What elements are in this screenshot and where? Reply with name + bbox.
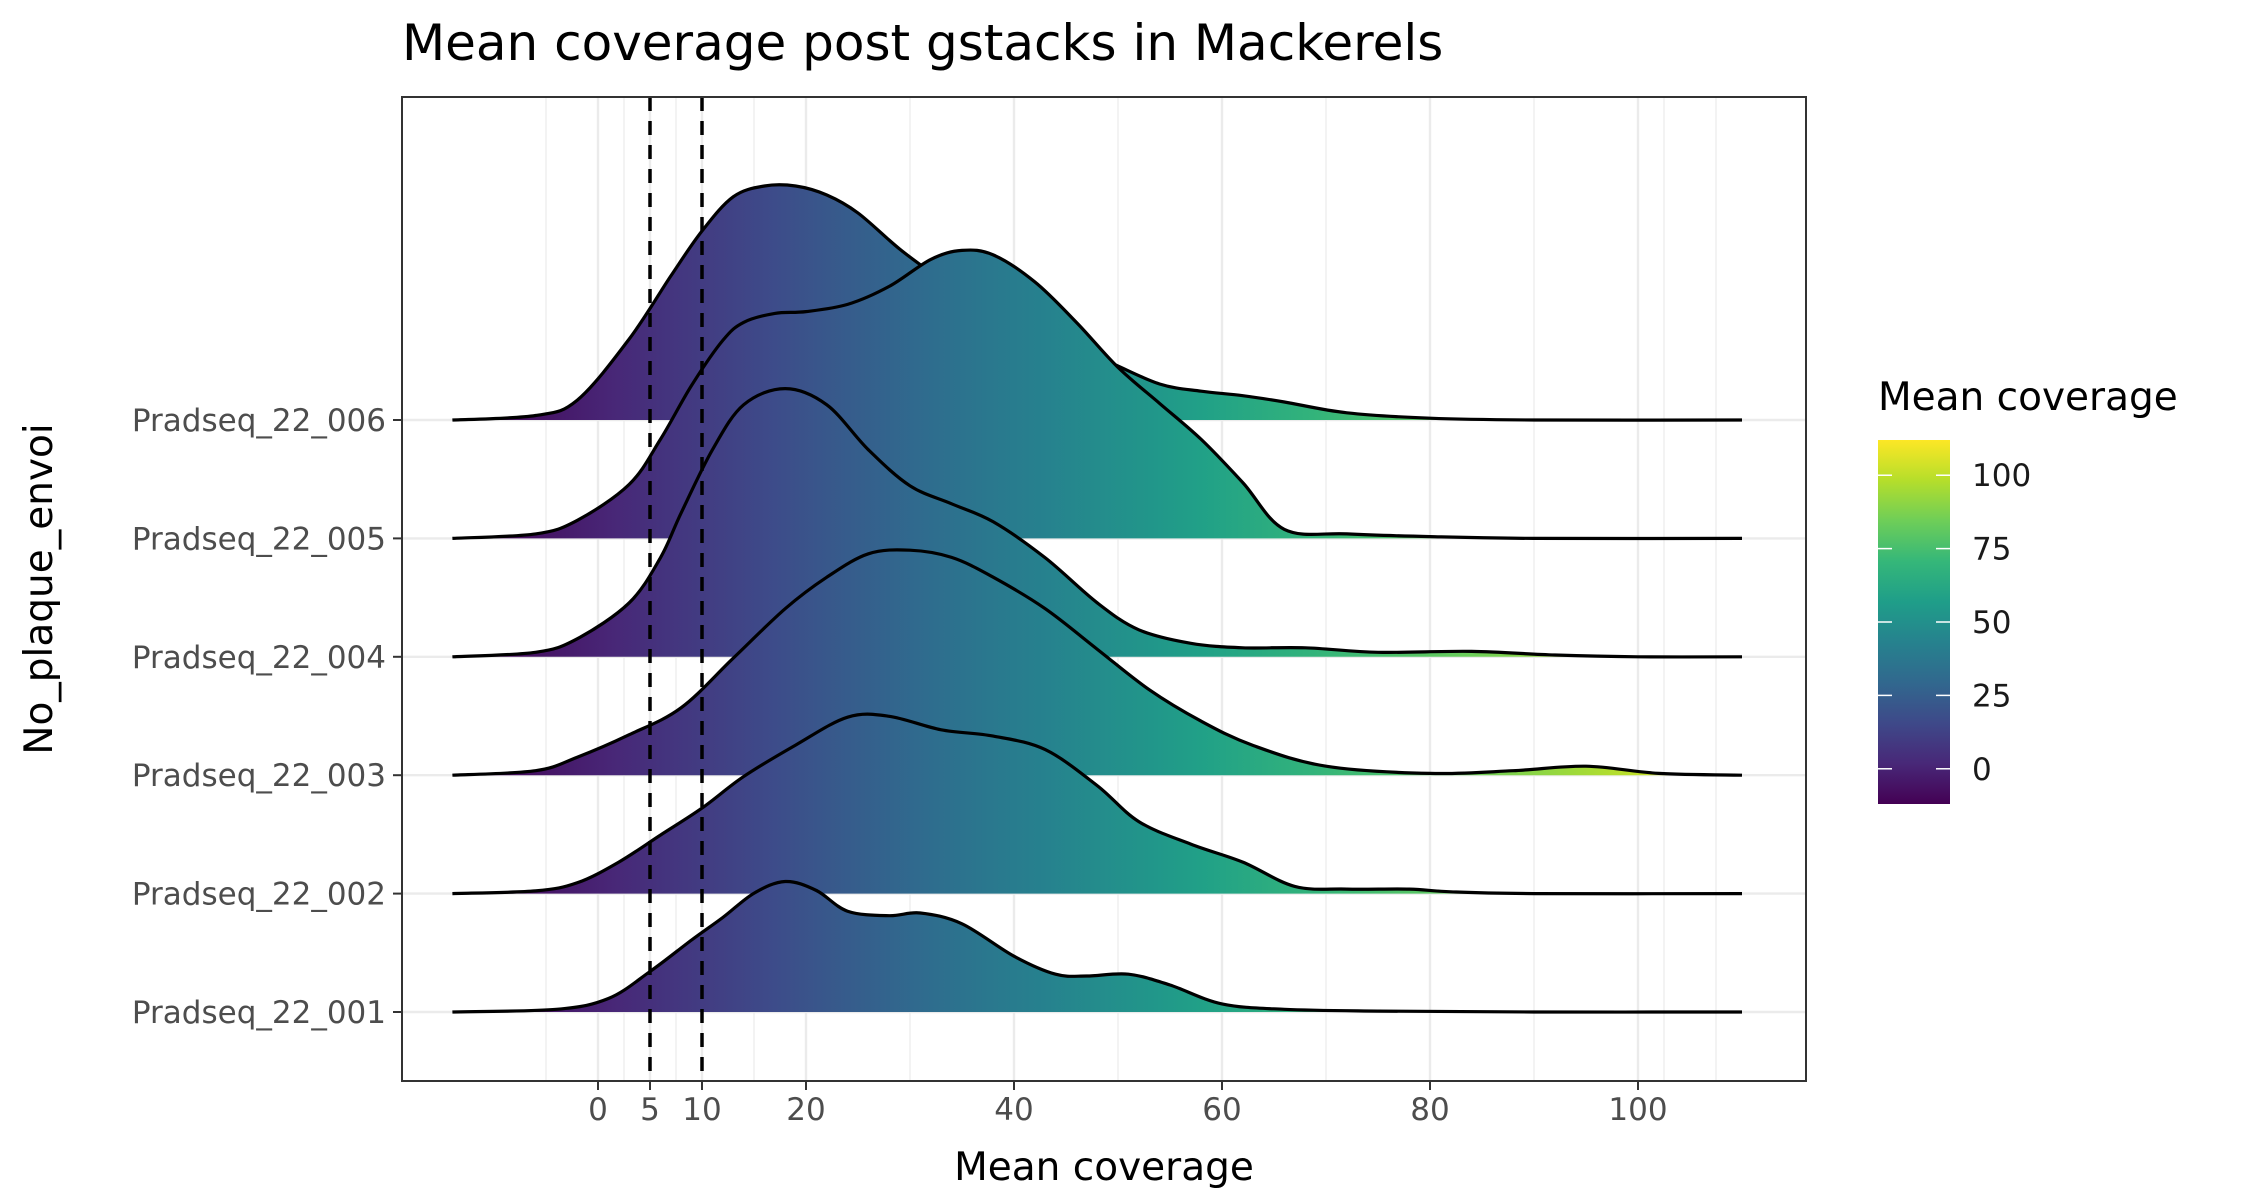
y-tick-label: Pradseq_22_003 [132,758,386,794]
y-tick-label: Pradseq_22_005 [132,521,386,557]
x-axis-ticks: 0 5 10 20 40 60 80 100 [588,1081,1668,1128]
chart-title: Mean coverage post gstacks in Mackerels [402,14,1443,72]
ridge-outline [452,879,1743,1014]
legend-tick-label: 100 [1972,458,2031,494]
y-tick-label: Pradseq_22_001 [132,995,386,1031]
ridge-Pradseq_22_003 [452,548,1743,777]
x-tick-label: 0 [588,1092,608,1128]
density-ridges [452,183,1743,1014]
x-tick-label: 100 [1608,1092,1667,1128]
ridge-outline [452,712,1743,896]
x-tick-label: 5 [640,1092,660,1128]
ridge-Pradseq_22_001 [452,879,1743,1014]
y-axis-ticks: Pradseq_22_001 Pradseq_22_002 Pradseq_22_0… [132,403,402,1031]
x-tick-label: 10 [682,1092,721,1128]
ridge-Pradseq_22_004 [452,387,1743,659]
y-tick-label: Pradseq_22_006 [132,403,386,439]
legend: Mean coverage 0 25 50 75 100 [1878,375,2178,804]
legend-title: Mean coverage [1878,375,2178,420]
legend-tick-label: 50 [1972,605,2011,641]
ridge-fill [452,388,1742,657]
y-axis-title: No_plaque_envoi [17,423,62,754]
x-tick-label: 20 [786,1092,825,1128]
x-tick-label: 60 [1202,1092,1241,1128]
legend-tick-label: 75 [1972,532,2011,568]
x-axis-title: Mean coverage [954,1145,1254,1190]
panel-border [401,96,1807,1082]
x-tick-label: 80 [1410,1092,1449,1128]
reference-lines [648,97,704,1081]
ridge-outline [452,548,1743,777]
y-tick-label: Pradseq_22_002 [132,877,386,913]
legend-tick-label: 0 [1972,752,1992,788]
x-tick-label: 40 [994,1092,1033,1128]
legend-tick-label: 25 [1972,678,2011,714]
y-tick-label: Pradseq_22_004 [132,640,386,676]
ridge-outline [452,387,1743,659]
ridge-fill [452,881,1742,1013]
ridge-outline [452,248,1743,541]
legend-ticks: 0 25 50 75 100 [1878,458,2031,788]
ridge-Pradseq_22_002 [452,712,1743,896]
ridge-fill [452,549,1742,776]
grid-lines [402,97,1806,1081]
